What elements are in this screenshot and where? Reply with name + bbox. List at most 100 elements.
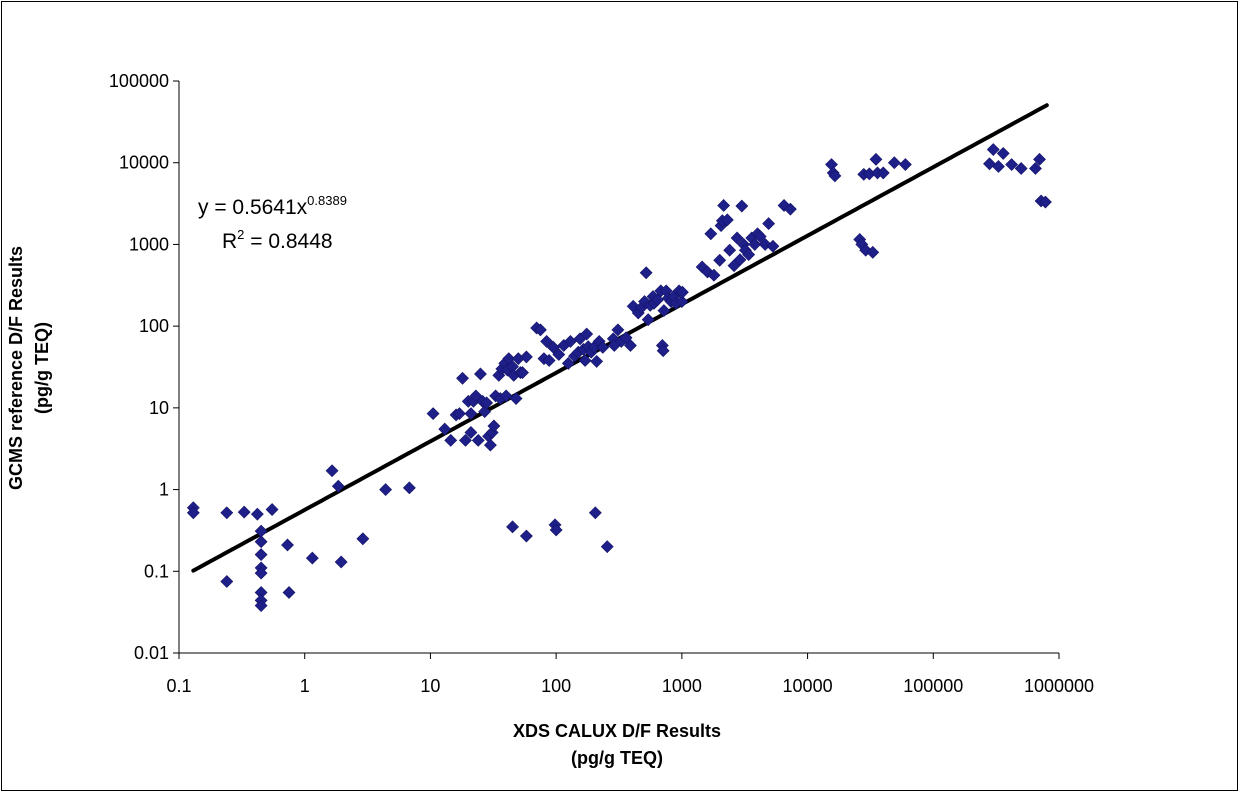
data-point	[542, 354, 556, 367]
data-point	[641, 313, 655, 327]
data-point	[499, 389, 513, 403]
data-point	[866, 245, 880, 259]
r-squared-label: R2 = 0.8448	[222, 227, 333, 253]
data-point	[265, 503, 279, 516]
data-point	[733, 253, 747, 267]
data-point	[480, 396, 494, 410]
trendline-equation: y = 0.5641x0.8389	[198, 193, 347, 219]
data-point	[464, 426, 478, 439]
data-point	[1029, 162, 1042, 175]
data-point	[471, 433, 485, 447]
y-tick-label: 1	[159, 480, 169, 500]
data-point	[869, 152, 883, 166]
data-point	[402, 481, 416, 495]
x-tick-label: 1000	[662, 676, 702, 696]
x-tick-label: 100	[541, 676, 571, 696]
data-point	[356, 532, 370, 546]
data-point	[898, 158, 912, 171]
data-point	[828, 169, 842, 183]
y-tick-label: 10000	[119, 153, 169, 173]
data-point	[992, 160, 1005, 173]
data-point	[590, 355, 604, 368]
data-point	[996, 146, 1010, 160]
x-axis-title-line2: (pg/g TEQ)	[571, 748, 663, 768]
data-point	[220, 506, 234, 520]
data-point	[753, 230, 767, 243]
data-point	[876, 166, 890, 180]
data-point	[305, 551, 319, 565]
data-point	[707, 268, 721, 282]
data-point	[639, 266, 653, 280]
data-point	[483, 438, 497, 452]
data-point	[742, 248, 756, 262]
y-axis-title-line1: GCMS reference D/F Results	[6, 246, 26, 490]
data-point	[506, 520, 519, 534]
data-point	[456, 371, 469, 385]
y-tick-label: 100000	[109, 71, 169, 91]
data-point	[561, 356, 575, 370]
x-tick-label: 10	[420, 676, 440, 696]
data-point	[237, 505, 251, 519]
data-point	[474, 367, 487, 381]
data-point	[444, 433, 458, 447]
x-tick-label: 1	[300, 676, 310, 696]
data-point	[331, 479, 345, 493]
x-tick-label: 0.1	[166, 676, 191, 696]
data-point	[519, 350, 533, 364]
data-point	[379, 483, 393, 496]
data-point	[1005, 158, 1019, 171]
data-point	[254, 566, 268, 580]
data-point	[580, 327, 594, 341]
data-point	[887, 156, 901, 170]
data-point	[1033, 152, 1046, 166]
y-axis-title-line2: (pg/g TEQ)	[32, 322, 52, 414]
x-axis-title-line1: XDS CALUX D/F Results	[513, 721, 721, 741]
data-point	[723, 243, 737, 257]
y-tick-label: 10	[149, 398, 169, 418]
x-tick-label: 1000000	[1024, 676, 1094, 696]
data-point	[600, 540, 614, 554]
data-point	[325, 464, 339, 478]
data-point	[596, 340, 610, 354]
data-point	[281, 538, 294, 552]
data-point	[282, 586, 296, 599]
data-point	[675, 285, 689, 299]
data-point	[546, 340, 560, 354]
data-point	[540, 335, 554, 348]
y-tick-label: 100	[139, 316, 169, 336]
data-point	[250, 507, 264, 521]
data-point	[1039, 195, 1052, 209]
data-point	[766, 239, 780, 253]
data-point	[730, 231, 744, 245]
data-point	[186, 506, 200, 520]
data-point	[438, 422, 452, 436]
x-tick-label: 10000	[783, 676, 833, 696]
data-point	[487, 419, 501, 433]
data-point	[534, 323, 547, 337]
data-point	[624, 339, 637, 352]
data-point	[220, 575, 234, 588]
data-point	[254, 548, 268, 562]
data-point	[656, 344, 670, 358]
data-point	[735, 199, 749, 213]
data-point	[675, 295, 689, 308]
data-point	[254, 599, 268, 613]
data-point	[588, 506, 602, 520]
data-point	[464, 407, 478, 421]
data-point	[516, 366, 529, 380]
data-point	[657, 304, 671, 318]
data-point	[578, 354, 592, 367]
data-point	[986, 143, 1000, 156]
data-point	[478, 405, 492, 419]
data-point	[762, 217, 776, 230]
data-point	[509, 392, 523, 405]
data-point	[713, 253, 727, 267]
y-tick-label: 0.01	[134, 643, 169, 663]
x-axis-ticks: 0.1 1 10 100 1000 10000 100000 1000000	[166, 653, 1094, 696]
data-point	[459, 433, 472, 447]
plot-axes	[178, 81, 1059, 654]
data-point	[1014, 162, 1028, 175]
data-point	[717, 199, 731, 212]
